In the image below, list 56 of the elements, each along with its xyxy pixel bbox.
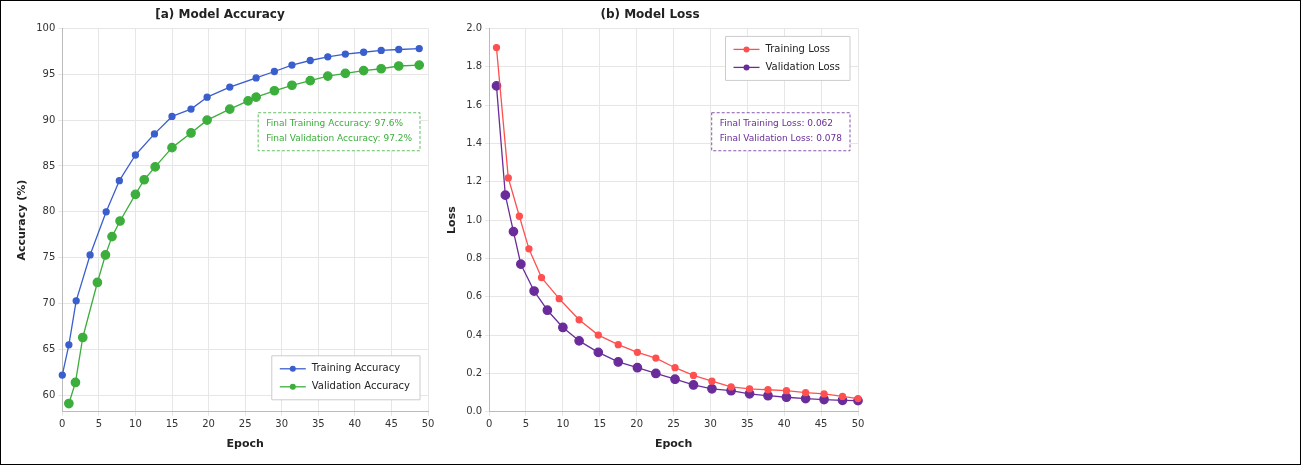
x-tick-label: 0 [59,418,66,430]
y-tick-label: 1.8 [466,60,483,72]
x-tick-label: 45 [385,418,398,430]
legend-label: Validation Loss [765,60,841,72]
x-tick-label: 15 [593,418,607,430]
y-tick-label: 0.2 [466,367,483,379]
annotation: Final Training Accuracy: 97.6% [266,118,404,129]
y-tick-label: 90 [42,113,56,125]
y-tick-label: 80 [42,205,56,217]
chart-title: (b) Model Loss [600,7,700,22]
annotation: Final Validation Loss: 0.078 [719,133,843,144]
y-tick-label: 65 [42,343,56,355]
x-tick-label: 15 [165,418,179,430]
x-tick-label: 50 [851,418,865,430]
y-tick-label: 100 [36,21,56,33]
annotation: Final Training Loss: 0.062 [719,118,834,129]
y-tick-label: 2.0 [466,21,483,33]
x-tick-label: 25 [238,418,252,430]
x-tick-label: 35 [311,418,325,430]
x-tick-label: 30 [275,418,289,430]
y-tick-label: 0.8 [466,252,483,264]
y-tick-label: 95 [42,67,56,79]
x-tick-label: 45 [814,418,828,430]
x-tick-label: 40 [348,418,362,430]
y-tick-label: 85 [42,159,56,171]
x-tick-label: 50 [421,418,435,430]
y-axis-title: Loss [445,205,459,234]
y-tick-label: 1.4 [466,137,483,149]
x-tick-label: 35 [740,418,754,430]
x-axis-title: Epoch [226,437,264,451]
y-tick-label: 70 [42,297,56,309]
legend-label: Training Loss [764,42,831,54]
y-tick-label: 0.4 [466,328,483,340]
x-tick-label: 30 [704,418,717,430]
y-tick-label: 60 [42,388,56,400]
x-tick-label: 20 [202,418,215,430]
y-tick-label: 1.2 [466,175,483,187]
y-axis-title: Accuracy (%) [15,179,29,261]
x-axis-title: Epoch [654,437,693,451]
x-tick-label: 5 [522,418,530,430]
x-tick-label: 10 [556,418,570,430]
legend-label: Validation Accuracy [311,380,411,392]
y-tick-label: 0.6 [466,290,483,302]
y-tick-label: 0.0 [466,405,483,417]
annotation: Final Validation Accuracy: 97.2% [266,133,413,144]
y-tick-label: 1.0 [466,213,483,225]
chart-title: [a) Model Accuracy [155,7,285,22]
x-tick-label: 20 [630,418,644,430]
x-tick-label: 10 [129,418,142,430]
x-tick-label: 5 [95,418,103,430]
y-tick-label: 1.6 [466,98,483,110]
x-tick-label: 40 [777,418,791,430]
x-tick-label: 0 [485,418,493,430]
x-tick-label: 25 [667,418,680,430]
y-tick-label: 75 [42,251,56,263]
legend-label: Training Accuracy [310,362,401,374]
